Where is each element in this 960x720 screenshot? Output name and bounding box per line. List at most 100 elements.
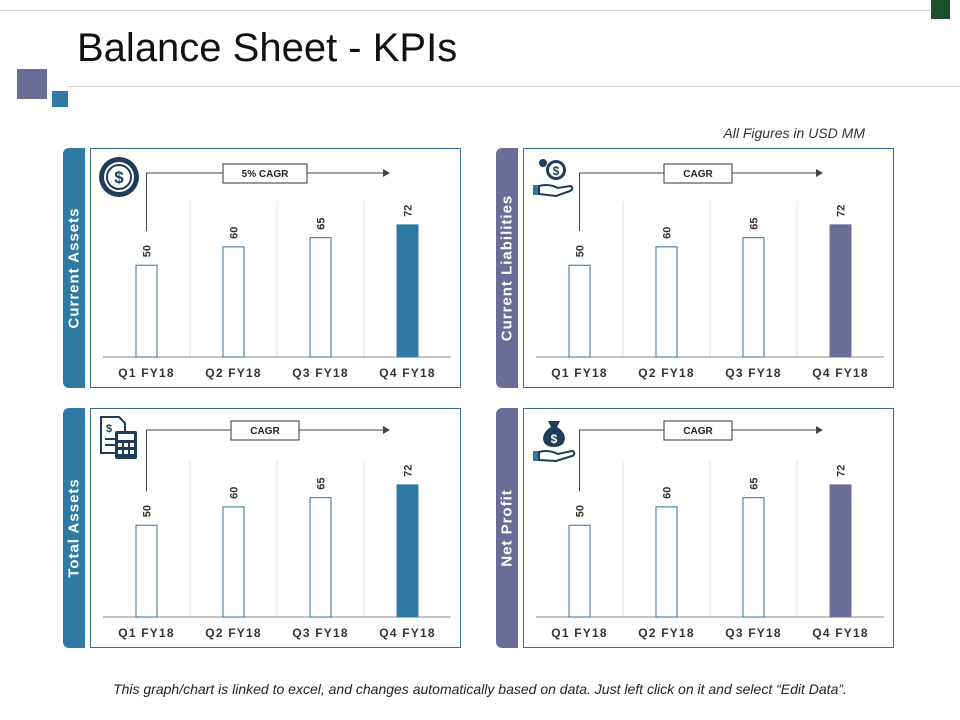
bar [655, 506, 678, 618]
panel-side-tab: Total Assets [63, 408, 85, 648]
data-label: 50 [142, 505, 154, 517]
x-tick-label: Q1 FY18 [551, 366, 607, 380]
units-note: All Figures in USD MM [723, 125, 865, 141]
bar [655, 246, 678, 358]
chart-box: $ CAGR 50 Q1 FY18 60 Q2 FY18 65 Q3 FY18 72 Q4 F… [90, 408, 461, 648]
decor-square-large [17, 69, 47, 99]
cagr-arrow-line [579, 429, 664, 492]
panel-label: Current Assets [65, 207, 83, 329]
bar [309, 237, 332, 358]
data-label: 50 [575, 245, 587, 257]
data-label: 72 [403, 205, 415, 217]
bar-chart: CAGR 50 Q1 FY18 60 Q2 FY18 65 Q3 FY18 72 Q4 FY1… [103, 420, 451, 640]
bar [742, 497, 765, 618]
cagr-box [663, 163, 733, 184]
bar [568, 524, 591, 618]
x-tick-label: Q3 FY18 [292, 626, 348, 640]
decor-square-small [52, 91, 68, 107]
cagr-arrowhead [383, 169, 390, 177]
bar [568, 264, 591, 358]
x-tick-label: Q4 FY18 [812, 626, 868, 640]
cagr-arrowhead [383, 426, 390, 434]
page-title: Balance Sheet - KPIs [77, 26, 458, 70]
x-tick-label: Q4 FY18 [379, 626, 435, 640]
panel-net-profit: Net Profit $ CAGR 50 Q1 FY18 60 Q2 FY18 65 Q3… [496, 408, 894, 648]
panel-current-liabilities: Current Liabilities $ CAGR 50 Q1 FY18 60 Q2… [496, 148, 894, 388]
data-label: 65 [749, 217, 761, 229]
data-label: 60 [229, 487, 241, 499]
panel-side-tab: Current Assets [63, 148, 85, 388]
corner-accent [931, 0, 950, 19]
cagr-label: CAGR [250, 426, 280, 437]
data-label: 60 [662, 227, 674, 239]
cagr-label: 5% CAGR [242, 169, 289, 180]
cagr-box [663, 420, 733, 441]
bar [222, 506, 245, 618]
data-label: 65 [316, 217, 328, 229]
title-rule [68, 86, 960, 87]
chart-box: $ CAGR 50 Q1 FY18 60 Q2 FY18 65 Q3 FY18 72 Q4 F… [523, 408, 894, 648]
svg-text:$: $ [114, 168, 124, 187]
bar [135, 264, 158, 358]
x-tick-label: Q4 FY18 [812, 366, 868, 380]
panel-total-assets: Total Assets $ CAGR 50 Q1 FY18 60 Q2 FY18 65… [63, 408, 461, 648]
x-tick-label: Q3 FY18 [292, 366, 348, 380]
chart-box: $ CAGR 50 Q1 FY18 60 Q2 FY18 65 Q3 FY18 72 Q4 F… [523, 148, 894, 388]
cagr-box [222, 163, 308, 184]
bar [829, 224, 852, 358]
panel-current-assets: Current Assets $ 5% CAGR 50 Q1 FY18 60 Q2 F… [63, 148, 461, 388]
data-label: 60 [229, 227, 241, 239]
x-tick-label: Q1 FY18 [551, 626, 607, 640]
cagr-label: CAGR [683, 169, 713, 180]
bar [135, 524, 158, 618]
bar [829, 484, 852, 618]
panel-label: Total Assets [65, 478, 83, 578]
bar [222, 246, 245, 358]
x-tick-label: Q1 FY18 [118, 626, 174, 640]
money-hand-icon: $ [533, 159, 574, 198]
chart-box: $ 5% CAGR 50 Q1 FY18 60 Q2 FY18 65 Q3 FY18 72 Q… [90, 148, 461, 388]
cagr-arrowhead [816, 426, 823, 434]
cagr-arrow-line [146, 429, 231, 492]
cagr-arrow-line [146, 172, 223, 232]
svg-text:$: $ [553, 164, 560, 178]
data-label: 50 [142, 245, 154, 257]
cagr-box [230, 420, 300, 441]
bar [309, 497, 332, 618]
svg-text:$: $ [106, 423, 112, 435]
bar-chart: CAGR 50 Q1 FY18 60 Q2 FY18 65 Q3 FY18 72 Q4 FY1… [536, 163, 884, 380]
bar [396, 224, 419, 358]
x-tick-label: Q2 FY18 [638, 626, 694, 640]
panel-label: Net Profit [498, 489, 516, 567]
panel-side-tab: Net Profit [496, 408, 518, 648]
data-label: 72 [403, 465, 415, 477]
cagr-arrow-line [579, 172, 664, 232]
x-tick-label: Q3 FY18 [725, 626, 781, 640]
money-bag-hand-icon: $ [533, 421, 576, 463]
data-label: 72 [836, 205, 848, 217]
cagr-label: CAGR [683, 426, 713, 437]
svg-text:$: $ [551, 432, 558, 446]
data-label: 65 [749, 477, 761, 489]
bar [396, 484, 419, 618]
panel-label: Current Liabilities [498, 194, 516, 342]
x-tick-label: Q4 FY18 [379, 366, 435, 380]
bar [742, 237, 765, 358]
data-label: 60 [662, 487, 674, 499]
top-rule [0, 10, 930, 11]
bar-chart: 5% CAGR 50 Q1 FY18 60 Q2 FY18 65 Q3 FY18 72 Q4 … [103, 163, 451, 380]
data-label: 50 [575, 505, 587, 517]
x-tick-label: Q1 FY18 [118, 366, 174, 380]
panel-side-tab: Current Liabilities [496, 148, 518, 388]
x-tick-label: Q3 FY18 [725, 366, 781, 380]
bar-chart: CAGR 50 Q1 FY18 60 Q2 FY18 65 Q3 FY18 72 Q4 FY1… [536, 420, 884, 640]
x-tick-label: Q2 FY18 [205, 366, 261, 380]
x-tick-label: Q2 FY18 [205, 626, 261, 640]
data-label: 65 [316, 477, 328, 489]
cagr-arrowhead [816, 169, 823, 177]
dollar-coin-icon: $ [99, 157, 139, 197]
x-tick-label: Q2 FY18 [638, 366, 694, 380]
footer-note: This graph/chart is linked to excel, and… [113, 681, 847, 697]
data-label: 72 [836, 465, 848, 477]
calculator-document-icon: $ [100, 416, 137, 459]
